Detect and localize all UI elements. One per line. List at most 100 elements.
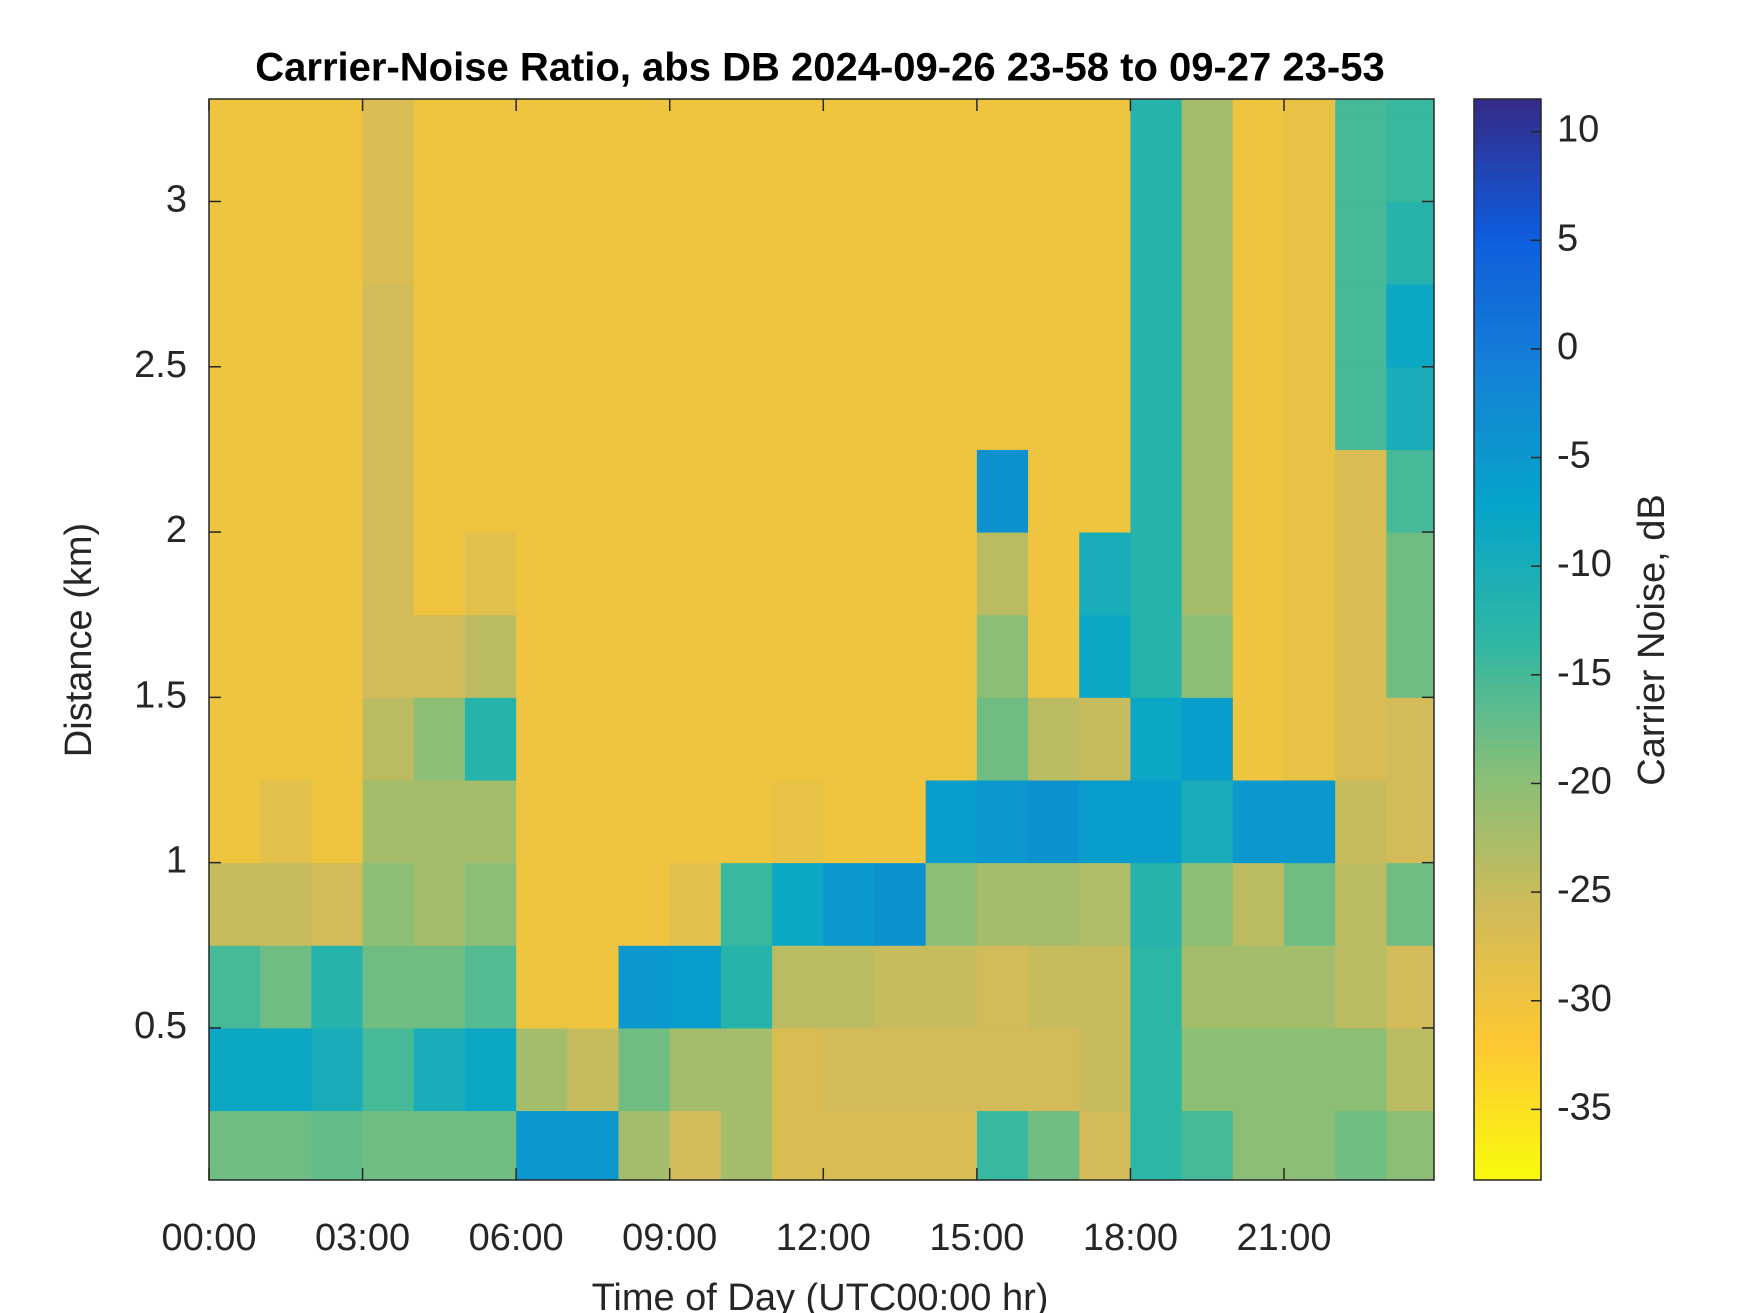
heatmap-cell xyxy=(516,1110,568,1181)
heatmap-cell xyxy=(209,862,261,946)
heatmap-cell xyxy=(1386,945,1435,1029)
heatmap-cell xyxy=(209,697,261,781)
colorbar-swatch xyxy=(1474,477,1541,487)
heatmap-cell xyxy=(720,614,773,698)
heatmap-cell xyxy=(772,1110,824,1181)
heatmap-cell xyxy=(1335,366,1387,450)
heatmap-cell xyxy=(311,284,364,368)
heatmap-cell xyxy=(772,99,824,120)
heatmap-cell xyxy=(260,284,312,368)
colorbar-swatch xyxy=(1474,504,1541,514)
colorbar-swatch xyxy=(1474,162,1541,172)
colorbar-swatch xyxy=(1474,612,1541,623)
heatmap-cell xyxy=(362,697,415,781)
heatmap-cell xyxy=(1028,366,1080,450)
heatmap-cell xyxy=(1386,99,1435,120)
heatmap-cell xyxy=(669,201,722,285)
colorbar-swatch xyxy=(1474,936,1541,947)
heatmap-cell xyxy=(1335,779,1387,864)
heatmap-cell xyxy=(1284,945,1336,1029)
heatmap-cell xyxy=(1284,366,1336,450)
heatmap-cell xyxy=(1232,118,1285,202)
colorbar-swatch xyxy=(1474,576,1541,587)
heatmap-cell xyxy=(567,99,620,120)
heatmap-cell xyxy=(772,1027,824,1112)
heatmap-cell xyxy=(1130,1027,1183,1112)
heatmap-cell xyxy=(1130,366,1183,450)
x-tick-label: 21:00 xyxy=(1236,1217,1331,1259)
colorbar-swatch xyxy=(1474,558,1541,569)
heatmap-cell xyxy=(1079,1027,1131,1112)
heatmap-cell xyxy=(1181,532,1234,616)
colorbar-swatch xyxy=(1474,639,1541,650)
colorbar-swatch xyxy=(1474,126,1541,136)
heatmap-cell xyxy=(618,697,671,781)
heatmap-cell xyxy=(567,1027,620,1112)
heatmap-cell xyxy=(720,99,773,120)
heatmap-cell xyxy=(823,1027,875,1112)
colorbar-swatch xyxy=(1474,270,1541,280)
heatmap-cell xyxy=(362,118,415,202)
colorbar-swatch xyxy=(1474,738,1541,749)
heatmap-cell xyxy=(823,862,875,946)
colorbar-swatch xyxy=(1474,261,1541,271)
heatmap-cell xyxy=(413,118,466,202)
heatmap-cell xyxy=(567,945,620,1029)
heatmap-cell xyxy=(260,532,312,616)
heatmap-cell xyxy=(516,697,568,781)
heatmap-cell xyxy=(1335,201,1387,285)
heatmap-cell xyxy=(618,99,671,120)
heatmap-cell xyxy=(260,1110,312,1181)
heatmap-cell xyxy=(209,366,261,450)
heatmap-cell xyxy=(1028,779,1080,864)
heatmap-cell xyxy=(516,532,568,616)
y-axis-label: Distance (km) xyxy=(58,523,100,757)
heatmap-cell xyxy=(618,449,671,533)
heatmap-cell xyxy=(1181,201,1234,285)
heatmap-cell xyxy=(1284,614,1336,698)
heatmap-cell xyxy=(823,284,875,368)
heatmap-cell xyxy=(976,697,1029,781)
colorbar-swatch xyxy=(1474,333,1541,343)
colorbar-swatch xyxy=(1474,729,1541,740)
colorbar-tick-label: 10 xyxy=(1557,109,1599,151)
heatmap-cell xyxy=(1028,284,1080,368)
heatmap-cell xyxy=(413,945,466,1029)
heatmap-cell xyxy=(567,779,620,864)
heatmap-cell xyxy=(209,614,261,698)
colorbar-swatch xyxy=(1474,117,1541,127)
heatmap-cell xyxy=(1079,862,1131,946)
heatmap-cell xyxy=(1130,862,1183,946)
heatmap-cell xyxy=(1232,1110,1285,1181)
heatmap-cell xyxy=(1079,614,1131,698)
heatmap-cell xyxy=(311,614,364,698)
heatmap-cell xyxy=(669,284,722,368)
heatmap-cell xyxy=(1130,449,1183,533)
heatmap-cell xyxy=(209,1110,261,1181)
heatmap-cell xyxy=(567,449,620,533)
heatmap-cell xyxy=(362,284,415,368)
colorbar-swatch xyxy=(1474,288,1541,298)
colorbar-swatch xyxy=(1474,1089,1541,1100)
heatmap-cell xyxy=(1028,697,1080,781)
colorbar-swatch xyxy=(1474,900,1541,911)
heatmap-cell xyxy=(669,779,722,864)
colorbar-swatch xyxy=(1474,1053,1541,1064)
colorbar-swatch xyxy=(1474,225,1541,235)
heatmap-cell xyxy=(516,862,568,946)
colorbar-swatch xyxy=(1474,441,1541,451)
colorbar-swatch xyxy=(1474,792,1541,803)
heatmap-cell xyxy=(1232,779,1285,864)
colorbar-swatch xyxy=(1474,360,1541,370)
colorbar-swatch xyxy=(1474,810,1541,821)
heatmap-cell xyxy=(516,201,568,285)
colorbar-swatch xyxy=(1474,189,1541,199)
heatmap-cell xyxy=(618,614,671,698)
colorbar-swatch xyxy=(1474,459,1541,469)
heatmap-cell xyxy=(516,614,568,698)
heatmap-cell xyxy=(1284,1110,1336,1181)
heatmap-cell xyxy=(1181,614,1234,698)
colorbar-swatch xyxy=(1474,1170,1541,1181)
heatmap-cell xyxy=(669,1110,722,1181)
x-axis-label: Time of Day (UTC00:00 hr) xyxy=(592,1277,1049,1313)
